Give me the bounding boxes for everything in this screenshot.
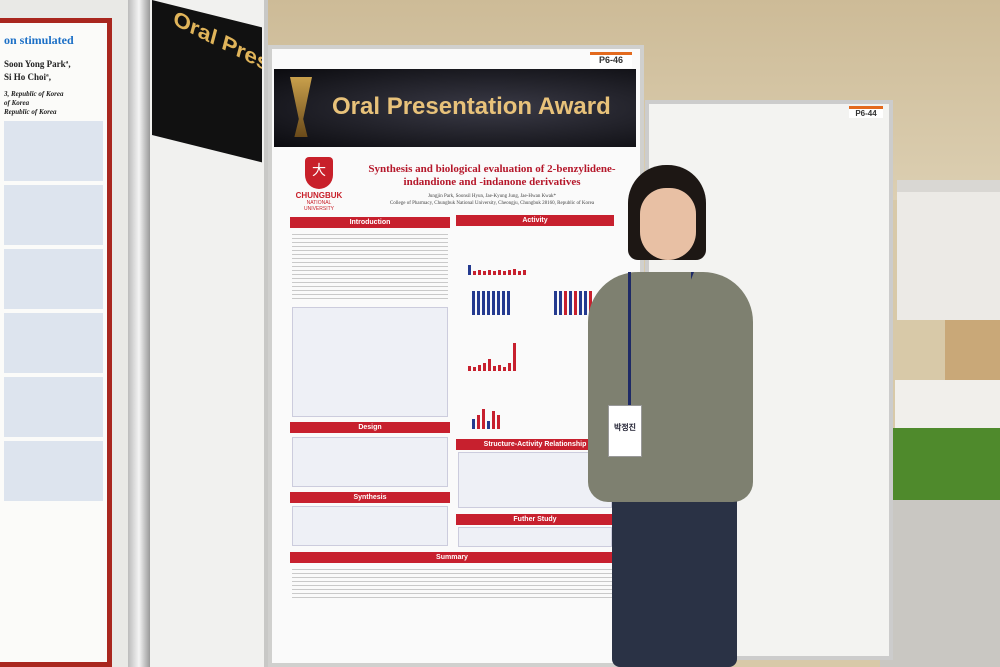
name-badge: 박정진 bbox=[608, 405, 642, 457]
left-poster-figure bbox=[4, 185, 103, 245]
counter bbox=[895, 380, 1000, 430]
section-summary: Summary bbox=[290, 552, 614, 563]
left-poster-title: on stimulated bbox=[4, 33, 74, 47]
left-poster-authors: Soon Yong Parkª, Si Ho Choiª, bbox=[4, 59, 71, 82]
design-scheme bbox=[292, 437, 448, 487]
person-sweater bbox=[588, 272, 753, 502]
activity-chart bbox=[468, 245, 526, 275]
section-activity: Activity bbox=[456, 215, 614, 226]
section-design: Design bbox=[290, 422, 450, 433]
person-face bbox=[640, 188, 696, 260]
sar-figure bbox=[458, 452, 612, 508]
shield-icon: 大 bbox=[305, 157, 333, 189]
main-poster: P6-46 Oral Presentation Award 大 CHUNGBUK… bbox=[268, 45, 644, 667]
left-poster-figure bbox=[4, 121, 103, 181]
section-synthesis: Synthesis bbox=[290, 492, 450, 503]
section-further-study: Futher Study bbox=[456, 514, 614, 525]
activity-chart bbox=[468, 339, 516, 371]
side-award-banner: Oral Presentation Award bbox=[152, 0, 262, 163]
poster-code: P6-46 bbox=[590, 52, 632, 68]
board-pole bbox=[128, 0, 150, 667]
person-jeans bbox=[612, 470, 737, 667]
floor bbox=[880, 500, 1000, 667]
synthesis-scheme bbox=[292, 506, 448, 546]
left-poster-figure bbox=[4, 441, 103, 501]
award-banner: Oral Presentation Award bbox=[274, 69, 636, 147]
activity-chart bbox=[554, 285, 592, 315]
left-poster-figure bbox=[4, 313, 103, 373]
left-poster-affiliations: 3, Republic of Korea of Korea Republic o… bbox=[4, 90, 64, 116]
section-introduction: Introduction bbox=[290, 217, 450, 228]
trophy-icon bbox=[290, 77, 312, 137]
background-booth bbox=[897, 180, 1000, 320]
further-study-figure bbox=[458, 527, 612, 547]
poster-authors: Jungjin Park, Soonsil Hyun, Jae-Kyung Ju… bbox=[389, 194, 595, 206]
section-sar: Structure-Activity Relationship bbox=[456, 439, 614, 450]
activity-chart bbox=[472, 399, 500, 429]
poster-title: Synthesis and biological evaluation of 2… bbox=[368, 163, 616, 188]
summary-text bbox=[292, 566, 612, 598]
activity-chart bbox=[472, 285, 510, 315]
left-poster: on stimulated Soon Yong Parkª, Si Ho Cho… bbox=[0, 18, 112, 667]
cardboard-boxes bbox=[945, 320, 1000, 380]
right-poster-code: P6-44 bbox=[849, 106, 883, 118]
university-logo: 大 CHUNGBUK NATIONAL UNIVERSITY bbox=[294, 157, 344, 212]
green-carpet bbox=[893, 428, 1000, 506]
mechanism-figure bbox=[292, 307, 448, 417]
introduction-text bbox=[292, 231, 448, 301]
left-poster-figure bbox=[4, 249, 103, 309]
left-poster-figure bbox=[4, 377, 103, 437]
